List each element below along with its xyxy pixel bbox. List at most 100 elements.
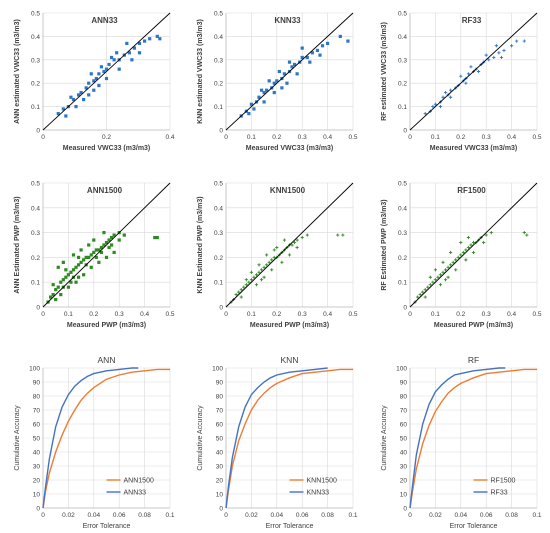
x-tick-label: 0 bbox=[408, 311, 412, 318]
data-point bbox=[97, 72, 100, 75]
data-point bbox=[301, 236, 304, 239]
x-tick-label: 0.2 bbox=[272, 311, 281, 318]
y-tick-label: 10 bbox=[400, 492, 408, 499]
x-tick-label: 0.5 bbox=[532, 311, 541, 318]
data-point bbox=[464, 258, 467, 261]
chart-title: KNN bbox=[281, 355, 299, 365]
y-tick-label: 0.4 bbox=[31, 205, 40, 212]
data-point bbox=[143, 39, 146, 42]
identity-line bbox=[43, 183, 170, 307]
y-axis-label: KNN estimated VWC33 (m3/m3) bbox=[197, 19, 204, 124]
y-tick-label: 10 bbox=[216, 492, 224, 499]
data-point bbox=[59, 293, 62, 296]
data-point bbox=[72, 253, 75, 256]
y-axis-label: Cumulative Accuracy bbox=[197, 405, 204, 471]
data-point bbox=[123, 233, 126, 236]
y-tick-label: 0.2 bbox=[398, 81, 407, 88]
data-point bbox=[346, 39, 349, 42]
chart-panel-ann33: 00.10.20.30.40.50 0.2 0.4ANN33Measured VWC… bbox=[14, 11, 175, 153]
x-tick-label: 0 bbox=[408, 134, 412, 141]
y-tick-label: 0.5 bbox=[398, 11, 407, 18]
data-point bbox=[52, 283, 55, 286]
x-tick-label: 0.04 bbox=[87, 512, 100, 519]
legend-label: KNN33 bbox=[307, 490, 330, 497]
y-tick-label: 0.4 bbox=[214, 205, 223, 212]
y-axis-label: ANN estimated VWC33 (m3/m3) bbox=[14, 19, 21, 124]
data-point bbox=[439, 105, 442, 108]
x-axis-label: Error Tolerance bbox=[450, 523, 498, 530]
data-point bbox=[268, 79, 271, 82]
y-tick-label: 80 bbox=[400, 394, 408, 401]
x-tick-label: 0.5 bbox=[532, 134, 541, 141]
y-tick-label: 60 bbox=[33, 422, 41, 429]
legend-label: KNN1500 bbox=[307, 478, 337, 485]
x-tick-label: 0.1 bbox=[247, 311, 256, 318]
y-tick-label: 90 bbox=[400, 380, 408, 387]
data-point bbox=[100, 65, 103, 68]
y-tick-label: 80 bbox=[216, 394, 224, 401]
y-tick-label: 90 bbox=[33, 380, 41, 387]
x-tick-label: 0.4 bbox=[165, 134, 174, 141]
data-point bbox=[57, 266, 60, 269]
y-tick-label: 0.3 bbox=[31, 230, 40, 237]
x-tick-label: 0.2 bbox=[456, 311, 465, 318]
data-point bbox=[464, 82, 467, 85]
data-point bbox=[54, 298, 57, 301]
y-tick-label: 0 bbox=[36, 128, 40, 135]
x-tick-label: 0.3 bbox=[298, 134, 307, 141]
y-tick-label: 0.4 bbox=[214, 34, 223, 41]
data-point bbox=[105, 256, 108, 259]
data-point bbox=[82, 98, 85, 101]
x-tick-label: 0.5 bbox=[348, 134, 357, 141]
y-tick-label: 50 bbox=[33, 436, 41, 443]
data-point bbox=[273, 91, 276, 94]
data-point bbox=[110, 56, 113, 59]
data-point bbox=[240, 295, 243, 298]
x-tick-label: 0.06 bbox=[296, 512, 309, 519]
x-axis-label: Measured PWP (m3/m3) bbox=[434, 322, 513, 329]
chart-title: ANN1500 bbox=[87, 186, 123, 195]
identity-line bbox=[226, 13, 353, 130]
y-tick-label: 0.2 bbox=[214, 81, 223, 88]
x-axis-label: Error Tolerance bbox=[266, 523, 314, 530]
legend-label: ANN1500 bbox=[124, 478, 154, 485]
x-tick-label: 0.02 bbox=[429, 512, 442, 519]
data-point bbox=[280, 86, 283, 89]
x-tick-label: 0.08 bbox=[505, 512, 518, 519]
data-point bbox=[283, 238, 286, 241]
x-tick-label: 0.1 bbox=[247, 134, 256, 141]
data-point bbox=[257, 263, 260, 266]
y-axis-label: KNN Estimated PWP (m3/m3) bbox=[197, 196, 204, 293]
data-point bbox=[497, 51, 500, 54]
x-axis-label: Measured VWC33 (m3/m3) bbox=[246, 145, 334, 152]
data-point bbox=[477, 70, 480, 73]
y-tick-label: 30 bbox=[216, 464, 224, 471]
x-tick-label: 0 bbox=[41, 134, 45, 141]
y-tick-label: 80 bbox=[33, 394, 41, 401]
data-point bbox=[90, 266, 93, 269]
x-tick-label: 0 bbox=[41, 311, 45, 318]
chart-panel-knn1500: 00.10.20.30.40.50 0.1 0.2 0.3 0.4 0.5KNN1500M… bbox=[197, 181, 358, 330]
data-point bbox=[247, 112, 250, 115]
data-point bbox=[270, 268, 273, 271]
x-tick-label: 0 bbox=[224, 311, 228, 318]
x-tick-label: 0.04 bbox=[270, 512, 283, 519]
data-point bbox=[444, 278, 447, 281]
y-axis-label: RF Estimated PWP (m3/m3) bbox=[381, 199, 388, 290]
x-tick-label: 0.4 bbox=[507, 311, 516, 318]
data-point bbox=[263, 100, 266, 103]
chart-title: RF bbox=[468, 355, 479, 365]
y-tick-label: 0.1 bbox=[214, 280, 223, 287]
y-tick-label: 0.1 bbox=[214, 104, 223, 111]
x-tick-label: 0.4 bbox=[507, 134, 516, 141]
y-tick-label: 60 bbox=[400, 422, 408, 429]
data-point bbox=[77, 256, 80, 259]
data-point bbox=[306, 233, 309, 236]
y-tick-label: 50 bbox=[400, 436, 408, 443]
y-axis-label: RF estimated VWC33 (m3/m3) bbox=[381, 22, 388, 121]
data-point bbox=[454, 268, 457, 271]
data-point bbox=[510, 44, 513, 47]
data-point bbox=[439, 283, 442, 286]
x-tick-label: 0.1 bbox=[165, 512, 174, 519]
x-tick-label: 0.08 bbox=[138, 512, 151, 519]
